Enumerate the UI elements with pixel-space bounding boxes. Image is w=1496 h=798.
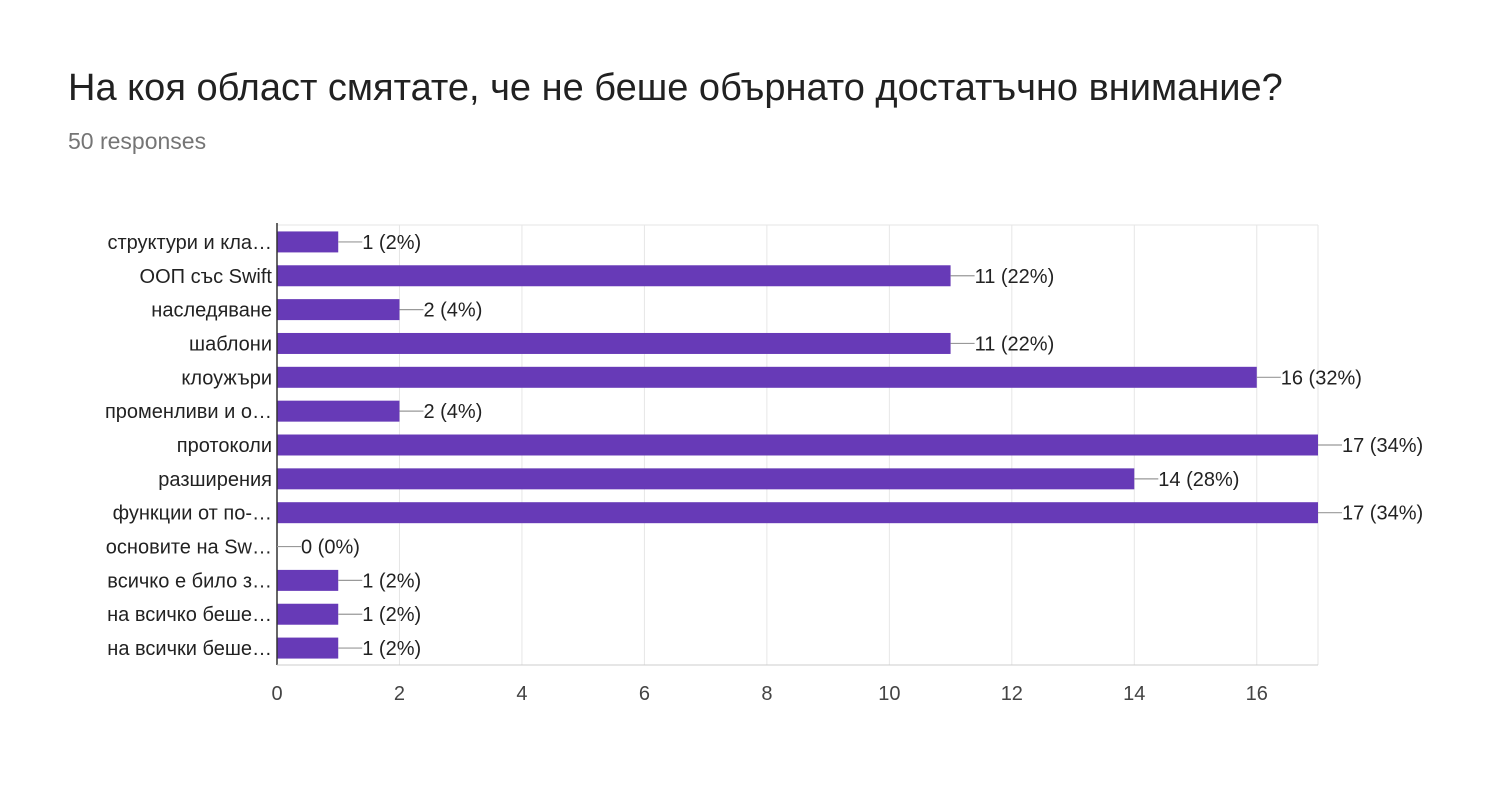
x-tick-label: 16 <box>1246 683 1268 705</box>
category-labels: структури и кла… ООП със Swift наследяване… <box>105 232 272 660</box>
data-label: 17 (34%) <box>1342 503 1423 525</box>
category-label: структури и кла… <box>107 232 272 254</box>
bar <box>277 231 339 253</box>
category-label: клоужъри <box>181 367 272 389</box>
x-tick-label: 10 <box>878 683 900 705</box>
data-label: 2 (4%) <box>423 300 482 322</box>
bar <box>277 637 339 659</box>
bar <box>277 603 339 625</box>
data-label: 0 (0%) <box>301 537 360 559</box>
bar <box>277 366 1257 388</box>
data-label: 2 (4%) <box>423 401 482 423</box>
x-tick-label: 14 <box>1123 683 1145 705</box>
category-label: функции от по-… <box>113 503 272 525</box>
data-label: 1 (2%) <box>362 638 421 660</box>
x-tick-label: 6 <box>639 683 650 705</box>
data-label: 11 (22%) <box>975 266 1055 288</box>
category-label: на всички беше… <box>107 638 272 660</box>
bars <box>277 231 1318 659</box>
data-label: 1 (2%) <box>362 570 421 592</box>
category-label: всичко е било з… <box>107 570 272 592</box>
bar <box>277 468 1135 490</box>
x-tick-label: 12 <box>1001 683 1023 705</box>
bar <box>277 502 1318 524</box>
bar <box>277 332 951 354</box>
x-tick-label: 8 <box>761 683 772 705</box>
category-label: разширения <box>158 469 272 491</box>
x-tick-label: 0 <box>271 683 282 705</box>
data-label: 14 (28%) <box>1158 469 1239 491</box>
bar <box>277 434 1318 456</box>
data-label: 1 (2%) <box>362 232 421 254</box>
category-label: основите на Sw… <box>106 537 272 559</box>
x-tick-label: 4 <box>516 683 527 705</box>
category-label: ООП със Swift <box>140 266 273 288</box>
category-label: променливи и о… <box>105 401 272 423</box>
category-label: шаблони <box>189 333 272 355</box>
chart-title: На коя област смятате, че не беше обърна… <box>68 67 1283 109</box>
category-label: наследяване <box>151 300 272 322</box>
category-label: протоколи <box>177 435 272 457</box>
x-tick-label: 2 <box>394 683 405 705</box>
data-label: 16 (32%) <box>1281 367 1362 389</box>
bar <box>277 265 951 287</box>
category-label: на всичко беше… <box>107 604 272 626</box>
data-label: 11 (22%) <box>975 333 1055 355</box>
data-label: 17 (34%) <box>1342 435 1423 457</box>
response-count: 50 responses <box>68 128 207 154</box>
axes <box>276 223 1318 666</box>
bar <box>277 400 400 422</box>
x-tick-labels: 0 2 4 6 8 10 12 14 16 <box>271 683 1267 705</box>
data-label: 1 (2%) <box>362 604 421 626</box>
data-labels: 1 (2%) 11 (22%) 2 (4%) 11 (22%) 16 (32%) 2 (4… <box>277 232 1423 660</box>
bar <box>277 569 339 591</box>
bar <box>277 299 400 321</box>
